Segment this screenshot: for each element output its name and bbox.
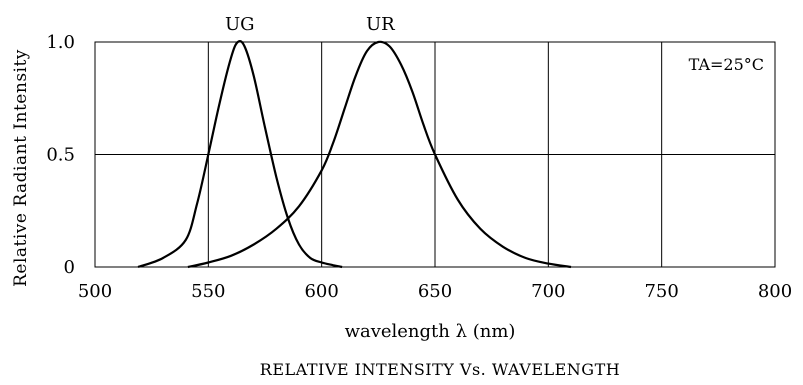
- y-tick-label: 0.5: [46, 145, 75, 166]
- x-tick-label: 700: [531, 281, 565, 302]
- series-line-ug: [137, 40, 343, 269]
- chart-title: RELATIVE INTENSITY Vs. WAVELENGTH: [260, 360, 620, 379]
- y-axis-label: Relative Radiant Intensity: [11, 49, 31, 287]
- series-label-ug: UG: [225, 14, 255, 35]
- x-axis-label: wavelength λ (nm): [345, 321, 516, 342]
- x-tick-label: 650: [418, 281, 452, 302]
- temperature-annotation: TA=25°C: [689, 55, 764, 74]
- x-tick-label: 800: [758, 281, 792, 302]
- series-labels: UG UR: [225, 14, 395, 35]
- y-tick-label: 1.0: [46, 32, 75, 53]
- x-tick-label: 550: [191, 281, 225, 302]
- x-tick-label: 750: [644, 281, 678, 302]
- tick-labels: 500 550 600 650 700 750 800 0 0.5 1.0: [46, 32, 792, 302]
- x-tick-label: 500: [78, 281, 112, 302]
- plot-frame: [94, 41, 776, 268]
- y-tick-label: 0: [64, 257, 75, 278]
- x-tick-label: 600: [304, 281, 338, 302]
- series-label-ur: UR: [366, 14, 395, 35]
